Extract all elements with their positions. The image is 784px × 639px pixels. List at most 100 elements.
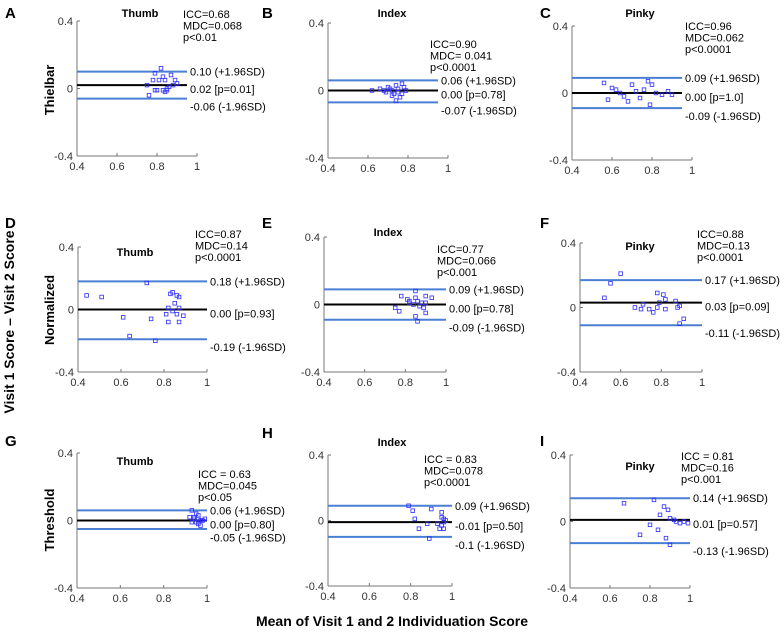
x-tick-label: 1 [687, 593, 693, 605]
x-tick-label: 0.4 [69, 161, 84, 173]
y-tick-label: 0.4 [58, 448, 73, 460]
data-point [637, 95, 643, 101]
row-label-threshold: Threshold [42, 489, 57, 552]
data-point [410, 508, 415, 513]
panel-title: Index [374, 227, 404, 239]
y-tick-label: 0 [314, 300, 320, 312]
data-point [655, 527, 661, 533]
y-tick-label: 0 [318, 516, 324, 528]
data-point [661, 292, 666, 297]
x-tick-label: 1 [443, 377, 449, 389]
stat-text: p<0.0001 [424, 477, 470, 489]
data-point [659, 92, 665, 97]
panel-title: Pinky [625, 8, 655, 20]
x-tick-label: 0.6 [362, 591, 377, 603]
data-point [605, 97, 611, 102]
data-point [148, 316, 154, 322]
data-point [651, 310, 656, 315]
x-tick-label: 0.8 [403, 591, 418, 603]
x-tick-label: 0.8 [400, 163, 415, 175]
mean-label: 0.03 [p=0.09] [705, 302, 770, 314]
data-point [411, 302, 416, 307]
upper-limit-label: 0.10 (+1.96SD) [190, 67, 265, 79]
y-tick-label: 0 [570, 303, 576, 315]
data-point [416, 526, 422, 531]
data-point [621, 94, 627, 99]
x-tick-label: 0.4 [70, 377, 85, 389]
data-point [638, 306, 644, 312]
data-point [127, 333, 132, 339]
y-tick-label: 0.4 [309, 18, 324, 30]
data-point [393, 98, 399, 103]
y-tick-label: 0 [318, 86, 324, 98]
data-point [421, 305, 426, 311]
data-point [677, 321, 682, 326]
upper-limit-label: 0.14 (+1.96SD) [693, 493, 768, 505]
data-point [407, 300, 412, 306]
data-point [198, 523, 203, 528]
x-tick-label: 1 [445, 163, 451, 175]
data-point [181, 313, 186, 318]
data-point [196, 516, 201, 522]
x-tick-label: 1 [194, 161, 200, 173]
data-point [657, 300, 662, 305]
panel-letter: D [5, 215, 16, 232]
stat-text: MDC=0.078 [424, 466, 483, 478]
data-point [621, 501, 627, 506]
data-point [663, 297, 668, 302]
data-point [685, 520, 691, 526]
stat-text: p<0.0001 [685, 44, 731, 56]
data-point [120, 315, 126, 320]
lower-limit-label: -0.09 (-1.96SD) [685, 111, 761, 123]
data-point [415, 319, 420, 324]
x-tick-label: 0.4 [320, 591, 335, 603]
x-tick-label: 0.6 [604, 165, 619, 177]
stat-text: MDC=0.13 [697, 241, 750, 253]
lower-limit-label: -0.19 (-1.96SD) [210, 342, 286, 354]
data-point [601, 80, 607, 86]
panel-letter: H [262, 425, 273, 442]
x-tick-label: 0.8 [642, 593, 657, 605]
x-tick-label: 0.4 [320, 163, 335, 175]
data-point [637, 532, 643, 537]
panel-title: Index [378, 437, 408, 449]
data-point [423, 293, 428, 299]
data-point [633, 89, 639, 94]
stat-text: ICC=0.68 [183, 9, 230, 21]
x-tick-label: 1 [449, 591, 455, 603]
data-point [158, 66, 164, 71]
data-point [417, 303, 422, 309]
data-point [602, 295, 607, 301]
x-tick-label: 1 [204, 593, 210, 605]
lower-limit-label: -0.09 (-1.96SD) [449, 323, 525, 335]
y-tick-label: -0.4 [549, 155, 568, 167]
lower-limit-label: -0.11 (-1.96SD) [705, 328, 780, 340]
data-point [657, 512, 663, 518]
x-tick-label: 1 [699, 377, 705, 389]
data-point [403, 88, 409, 93]
data-point [661, 504, 667, 509]
data-point [618, 271, 623, 276]
data-point [170, 308, 175, 314]
data-point [392, 305, 398, 311]
data-point [441, 519, 446, 525]
y-tick-label: -0.4 [557, 367, 576, 379]
data-point [174, 311, 180, 317]
data-point [617, 90, 623, 96]
data-point [84, 293, 89, 298]
data-point [665, 507, 671, 513]
data-point [399, 91, 405, 97]
y-tick-label: -0.4 [305, 581, 324, 593]
stat-text: p<0.0001 [697, 252, 743, 264]
panel-title: Thumb [122, 8, 159, 20]
x-tick-label: 0.4 [69, 593, 84, 605]
data-point [681, 316, 686, 321]
stat-text: ICC = 0.83 [424, 454, 477, 466]
data-point [640, 302, 646, 307]
x-tick-label: 0.4 [316, 377, 331, 389]
data-point [653, 90, 659, 96]
